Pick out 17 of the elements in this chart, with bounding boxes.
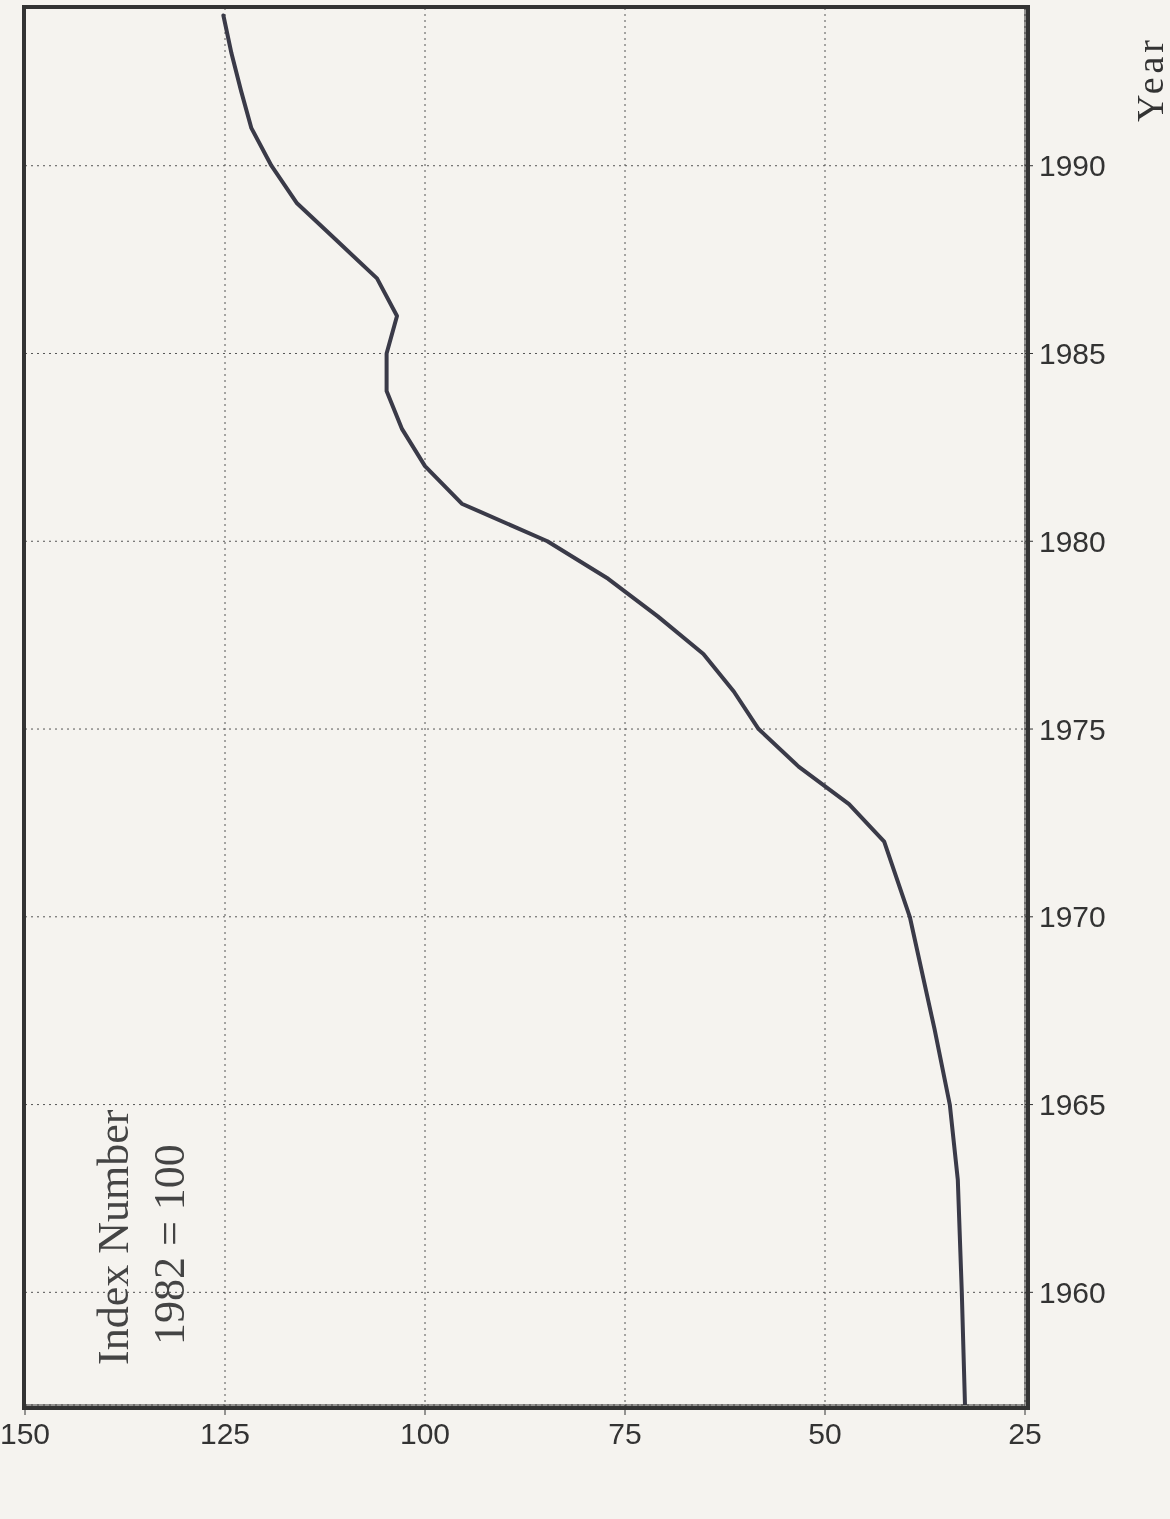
x-tick-label: 125 (199, 1417, 251, 1451)
y-tick-label: 1965 (1039, 1088, 1106, 1122)
x-tick-label: 50 (808, 1417, 842, 1451)
x-tick-label: 150 (0, 1417, 51, 1451)
x-tick-label: 75 (608, 1417, 642, 1451)
x-tick-label: 100 (399, 1417, 451, 1451)
annotation: Index Number (89, 1109, 138, 1365)
y-tick-label: 1975 (1039, 712, 1106, 746)
y-axis-title: Year (1129, 35, 1170, 122)
y-tick-label: 1980 (1039, 524, 1106, 558)
annotation: 1982 = 100 (145, 1144, 194, 1345)
y-tick-label: 1985 (1039, 337, 1106, 371)
y-tick-label: 1960 (1039, 1275, 1106, 1309)
line-series (221, 13, 967, 1405)
y-tick-label: 1990 (1039, 149, 1106, 183)
x-tick-label: 25 (1008, 1417, 1042, 1451)
y-tick-label: 1970 (1039, 900, 1106, 934)
